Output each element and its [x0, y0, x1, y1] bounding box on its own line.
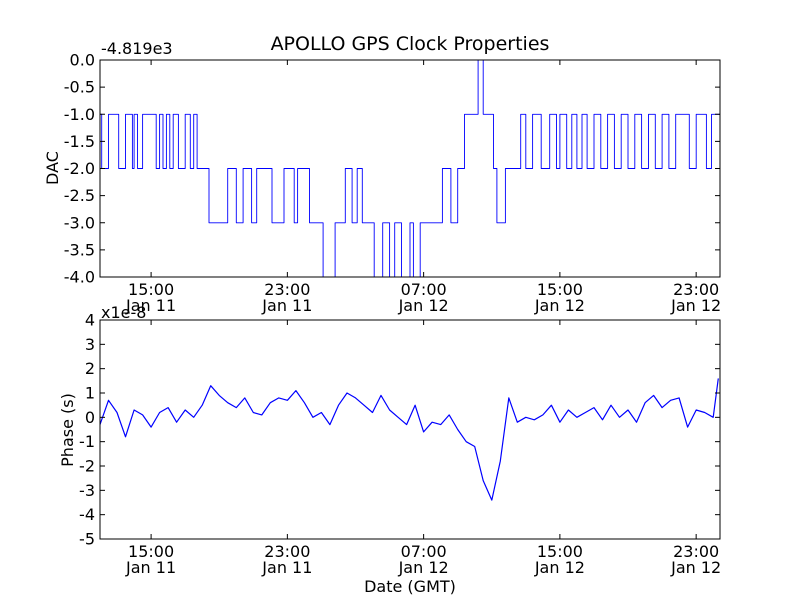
dac-y-tick-label: -3.0 — [64, 213, 95, 232]
dac-y-tick-label: -3.5 — [64, 240, 95, 259]
dac-y-tick-label: -4.0 — [64, 268, 95, 287]
dac-plot-area: 0.0 -0.5 -1.0 -1.5 -2.0 -2.5 -3.0 -3.5 -4.0 15:00… — [64, 51, 721, 316]
phase-y-tick-label: 4 — [85, 311, 95, 330]
dac-y-tick-label: 0.0 — [70, 51, 95, 70]
dac-x-tick-time-label: 23:00 — [673, 280, 719, 299]
phase-y-tick-label: -2 — [79, 457, 95, 476]
dac-y-tick-label: -0.5 — [64, 78, 95, 97]
dac-y-axis-label: DAC — [43, 151, 62, 185]
dac-y-tick-label: -1.5 — [64, 132, 95, 151]
phase-y-tick-label: -1 — [79, 432, 95, 451]
phase-y-tick-label: -5 — [79, 530, 95, 549]
x-axis-label: Date (GMT) — [364, 577, 456, 596]
phase-y-tick-label: -3 — [79, 481, 95, 500]
phase-y-tick-label: 2 — [85, 359, 95, 378]
dac-y-tick-label: -2.0 — [64, 159, 95, 178]
dac-x-tick-date-label: Jan 12 — [670, 296, 721, 315]
dac-axes: -4.819e3 DAC 0.0 -0.5 -1.0 -1.5 -2.0 -2.5 -3.0… — [43, 39, 721, 315]
phase-x-tick-time-label: 15:00 — [128, 542, 174, 561]
phase-x-tick-date-label: Jan 11 — [125, 558, 176, 577]
phase-axes: x1e-8 Phase (s) Date (GMT) 4 3 2 1 0 -1 -2 -3 -4… — [58, 303, 721, 596]
dac-offset-label: -4.819e3 — [101, 39, 173, 58]
phase-y-tick-label: -4 — [79, 505, 95, 524]
dac-x-tick-date-label: Jan 12 — [534, 296, 585, 315]
phase-x-tick-time-label: 07:00 — [401, 542, 447, 561]
dac-x-tick-time-label: 23:00 — [264, 280, 310, 299]
dac-x-tick-date-label: Jan 12 — [398, 296, 449, 315]
phase-y-axis-label: Phase (s) — [58, 393, 77, 467]
phase-x-tick-time-label: 23:00 — [673, 542, 719, 561]
phase-x-tick-date-label: Jan 12 — [670, 558, 721, 577]
dac-x-tick-date-label: Jan 11 — [261, 296, 312, 315]
dac-series-line — [100, 59, 721, 278]
phase-y-tick-label: 0 — [85, 408, 95, 427]
phase-x-tick-time-label: 23:00 — [264, 542, 310, 561]
phase-x-tick-time-label: 15:00 — [537, 542, 583, 561]
phase-x-tick-date-label: Jan 11 — [261, 558, 312, 577]
dac-x-tick-date-label: Jan 11 — [125, 296, 176, 315]
phase-y-tick-label: 1 — [85, 384, 95, 403]
dac-x-tick-time-label: 15:00 — [537, 280, 583, 299]
dac-x-tick-time-label: 15:00 — [128, 280, 174, 299]
phase-offset-label: x1e-8 — [101, 303, 146, 322]
dac-y-tick-label: -1.0 — [64, 105, 95, 124]
phase-series-line — [99, 378, 719, 501]
dac-y-tick-label: -2.5 — [64, 186, 95, 205]
dac-x-tick-time-label: 07:00 — [401, 280, 447, 299]
phase-y-tick-label: 3 — [85, 335, 95, 354]
chart-title: APOLLO GPS Clock Properties — [271, 33, 550, 55]
phase-axes-frame — [99, 319, 721, 540]
phase-x-tick-date-label: Jan 12 — [534, 558, 585, 577]
phase-x-tick-date-label: Jan 12 — [398, 558, 449, 577]
